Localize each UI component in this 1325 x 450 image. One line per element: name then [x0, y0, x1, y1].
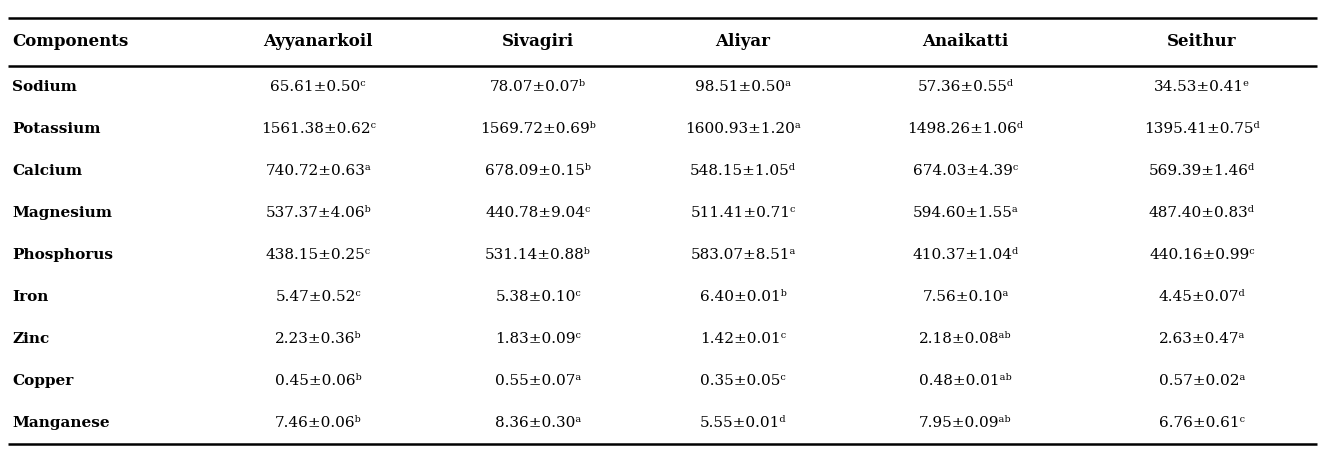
- Text: 57.36±0.55ᵈ: 57.36±0.55ᵈ: [917, 80, 1014, 94]
- Text: Anaikatti: Anaikatti: [922, 33, 1008, 50]
- Text: 0.57±0.02ᵃ: 0.57±0.02ᵃ: [1158, 374, 1246, 388]
- Text: 531.14±0.88ᵇ: 531.14±0.88ᵇ: [485, 248, 591, 262]
- Text: 34.53±0.41ᵉ: 34.53±0.41ᵉ: [1154, 80, 1249, 94]
- Text: 4.45±0.07ᵈ: 4.45±0.07ᵈ: [1158, 290, 1246, 304]
- Text: Components: Components: [12, 33, 129, 50]
- Text: 569.39±1.46ᵈ: 569.39±1.46ᵈ: [1149, 164, 1255, 178]
- Text: 1569.72±0.69ᵇ: 1569.72±0.69ᵇ: [480, 122, 596, 136]
- Text: 5.38±0.10ᶜ: 5.38±0.10ᶜ: [496, 290, 580, 304]
- Text: Aliyar: Aliyar: [716, 33, 771, 50]
- Text: 8.36±0.30ᵃ: 8.36±0.30ᵃ: [496, 416, 582, 430]
- Text: 2.63±0.47ᵃ: 2.63±0.47ᵃ: [1158, 332, 1246, 346]
- Text: Sivagiri: Sivagiri: [502, 33, 574, 50]
- Text: Magnesium: Magnesium: [12, 206, 113, 220]
- Text: Seithur: Seithur: [1167, 33, 1236, 50]
- Text: Sodium: Sodium: [12, 80, 77, 94]
- Text: Potassium: Potassium: [12, 122, 101, 136]
- Text: 98.51±0.50ᵃ: 98.51±0.50ᵃ: [694, 80, 791, 94]
- Text: 537.37±4.06ᵇ: 537.37±4.06ᵇ: [265, 206, 371, 220]
- Text: 594.60±1.55ᵃ: 594.60±1.55ᵃ: [913, 206, 1019, 220]
- Text: Manganese: Manganese: [12, 416, 110, 430]
- Text: 678.09±0.15ᵇ: 678.09±0.15ᵇ: [485, 164, 591, 178]
- Text: Copper: Copper: [12, 374, 73, 388]
- Text: 2.18±0.08ᵃᵇ: 2.18±0.08ᵃᵇ: [920, 332, 1012, 346]
- Text: 674.03±4.39ᶜ: 674.03±4.39ᶜ: [913, 164, 1018, 178]
- Text: 487.40±0.83ᵈ: 487.40±0.83ᵈ: [1149, 206, 1255, 220]
- Text: 1.42±0.01ᶜ: 1.42±0.01ᶜ: [700, 332, 786, 346]
- Text: 7.56±0.10ᵃ: 7.56±0.10ᵃ: [922, 290, 1008, 304]
- Text: 440.78±9.04ᶜ: 440.78±9.04ᶜ: [485, 206, 591, 220]
- Text: 6.76±0.61ᶜ: 6.76±0.61ᶜ: [1159, 416, 1244, 430]
- Text: 7.95±0.09ᵃᵇ: 7.95±0.09ᵃᵇ: [920, 416, 1012, 430]
- Text: 511.41±0.71ᶜ: 511.41±0.71ᶜ: [690, 206, 795, 220]
- Text: Calcium: Calcium: [12, 164, 82, 178]
- Text: 2.23±0.36ᵇ: 2.23±0.36ᵇ: [274, 332, 362, 346]
- Text: Iron: Iron: [12, 290, 49, 304]
- Text: 5.55±0.01ᵈ: 5.55±0.01ᵈ: [700, 416, 786, 430]
- Text: 78.07±0.07ᵇ: 78.07±0.07ᵇ: [490, 80, 586, 94]
- Text: 410.37±1.04ᵈ: 410.37±1.04ᵈ: [913, 248, 1019, 262]
- Text: 548.15±1.05ᵈ: 548.15±1.05ᵈ: [690, 164, 796, 178]
- Text: 440.16±0.99ᶜ: 440.16±0.99ᶜ: [1149, 248, 1255, 262]
- Text: Ayyanarkoil: Ayyanarkoil: [264, 33, 372, 50]
- Text: 740.72±0.63ᵃ: 740.72±0.63ᵃ: [265, 164, 371, 178]
- Text: 438.15±0.25ᶜ: 438.15±0.25ᶜ: [266, 248, 371, 262]
- Text: 0.55±0.07ᵃ: 0.55±0.07ᵃ: [496, 374, 582, 388]
- Text: 0.45±0.06ᵇ: 0.45±0.06ᵇ: [274, 374, 362, 388]
- Text: 583.07±8.51ᵃ: 583.07±8.51ᵃ: [690, 248, 796, 262]
- Text: Zinc: Zinc: [12, 332, 49, 346]
- Text: 65.61±0.50ᶜ: 65.61±0.50ᶜ: [270, 80, 366, 94]
- Text: 5.47±0.52ᶜ: 5.47±0.52ᶜ: [276, 290, 360, 304]
- Text: Phosphorus: Phosphorus: [12, 248, 113, 262]
- Text: 1498.26±1.06ᵈ: 1498.26±1.06ᵈ: [908, 122, 1023, 136]
- Text: 1.83±0.09ᶜ: 1.83±0.09ᶜ: [496, 332, 582, 346]
- Text: 0.48±0.01ᵃᵇ: 0.48±0.01ᵃᵇ: [920, 374, 1012, 388]
- Text: 6.40±0.01ᵇ: 6.40±0.01ᵇ: [700, 290, 787, 304]
- Text: 0.35±0.05ᶜ: 0.35±0.05ᶜ: [700, 374, 786, 388]
- Text: 1600.93±1.20ᵃ: 1600.93±1.20ᵃ: [685, 122, 800, 136]
- Text: 7.46±0.06ᵇ: 7.46±0.06ᵇ: [274, 416, 362, 430]
- Text: 1395.41±0.75ᵈ: 1395.41±0.75ᵈ: [1143, 122, 1260, 136]
- Text: 1561.38±0.62ᶜ: 1561.38±0.62ᶜ: [261, 122, 376, 136]
